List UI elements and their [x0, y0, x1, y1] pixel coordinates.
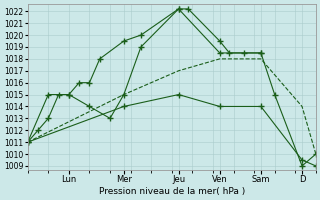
X-axis label: Pression niveau de la mer( hPa ): Pression niveau de la mer( hPa ) — [99, 187, 245, 196]
